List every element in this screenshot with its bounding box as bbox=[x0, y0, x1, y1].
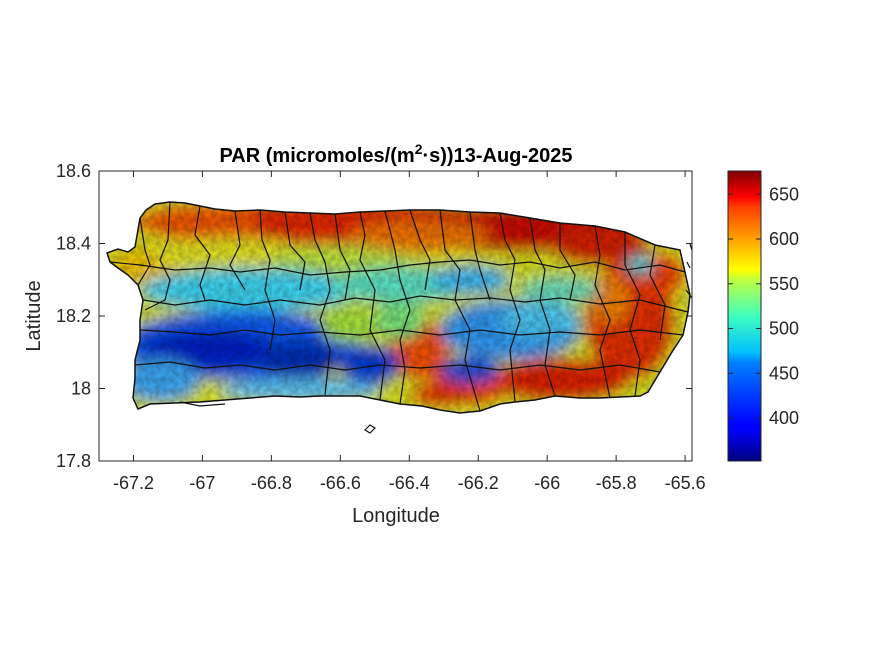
x-tick-label: -65.6 bbox=[665, 473, 706, 493]
x-tick-label: -66.8 bbox=[251, 473, 292, 493]
title-main: PAR (micromoles/(m bbox=[219, 145, 414, 167]
colorbar-ticks: 400 450 500 550 600 650 bbox=[728, 184, 799, 428]
y-tick-label: 17.8 bbox=[56, 451, 91, 471]
y-axis-label: Latitude bbox=[23, 280, 45, 351]
colorbar-tick-label: 500 bbox=[769, 319, 799, 339]
y-tick-label: 18.6 bbox=[56, 161, 91, 181]
x-tick-label: -66.2 bbox=[458, 473, 499, 493]
y-tick-label: 18.2 bbox=[56, 306, 91, 326]
x-tick-label: -66.6 bbox=[320, 473, 361, 493]
chart-title: PAR (micromoles/(m2·s))13-Aug-2025 bbox=[219, 141, 572, 167]
x-axis: -67.2 -67 -66.8 -66.6 -66.4 -66.2 -66 -65.8 -65.… bbox=[113, 171, 706, 493]
colorbar bbox=[727, 170, 762, 462]
x-tick-label: -67 bbox=[189, 473, 215, 493]
title-rest: ·s))13-Aug-2025 bbox=[422, 145, 572, 167]
colorbar-tick-label: 550 bbox=[769, 274, 799, 294]
x-tick-label: -66.4 bbox=[389, 473, 430, 493]
colorbar-tick-label: 400 bbox=[769, 408, 799, 428]
x-tick-label: -67.2 bbox=[113, 473, 154, 493]
y-axis: 17.8 18 18.2 18.4 18.6 bbox=[56, 161, 692, 471]
x-axis-label: Longitude bbox=[352, 505, 440, 527]
colorbar-tick-label: 600 bbox=[769, 229, 799, 249]
par-field bbox=[107, 202, 690, 413]
colorbar-tick-label: 650 bbox=[769, 184, 799, 204]
title-superscript: 2 bbox=[415, 141, 423, 157]
municipal-boundaries bbox=[106, 201, 693, 434]
y-tick-label: 18 bbox=[71, 379, 91, 399]
colorbar-tick-label: 450 bbox=[769, 363, 799, 383]
y-tick-label: 18.4 bbox=[56, 234, 91, 254]
x-tick-label: -65.8 bbox=[596, 473, 637, 493]
x-tick-label: -66 bbox=[534, 473, 560, 493]
